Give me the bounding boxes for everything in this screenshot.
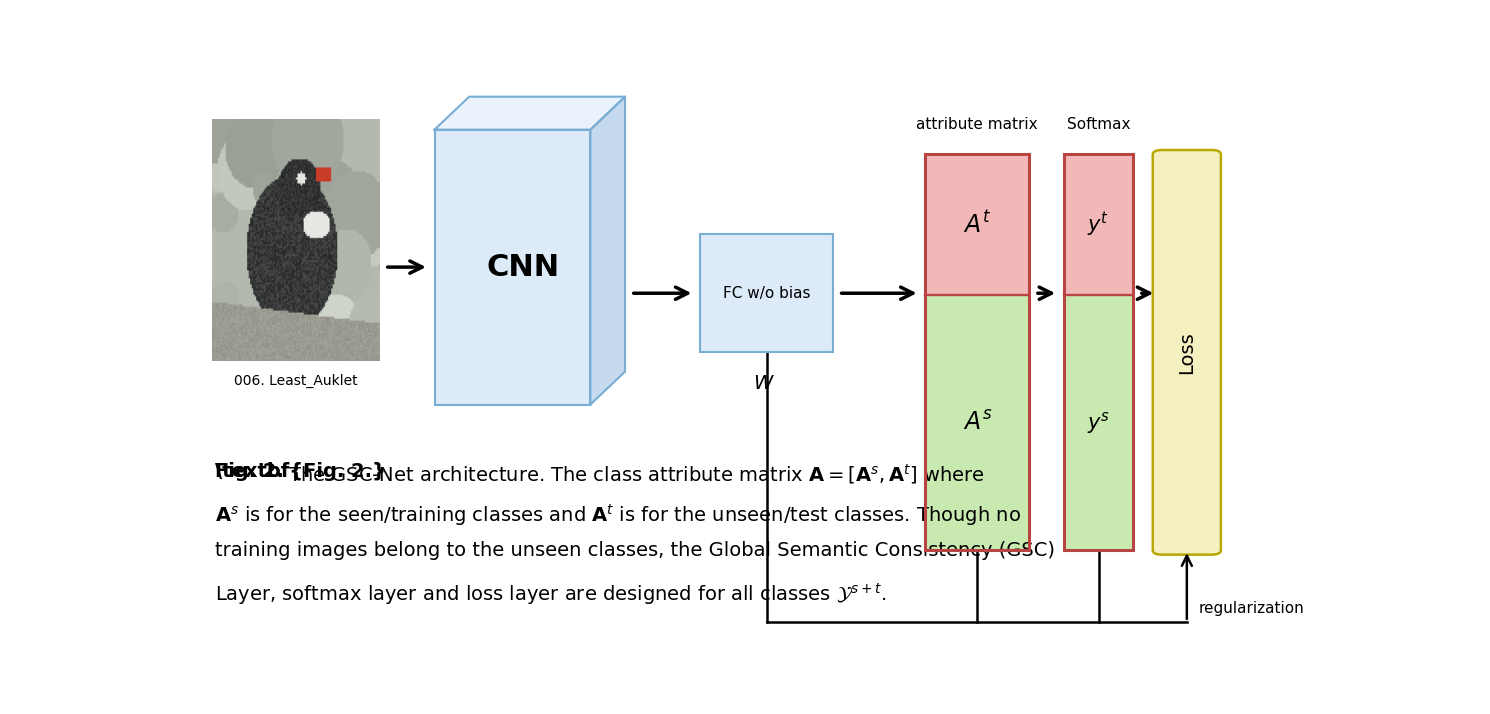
Text: Softmax: Softmax xyxy=(1067,117,1131,132)
FancyBboxPatch shape xyxy=(700,234,833,352)
Text: $A^s$: $A^s$ xyxy=(963,411,992,435)
Text: regularization: regularization xyxy=(1198,601,1304,616)
Text: attribute matrix: attribute matrix xyxy=(916,117,1039,132)
FancyBboxPatch shape xyxy=(1153,150,1220,555)
Text: \textbf{Fig. 2.}: \textbf{Fig. 2.} xyxy=(215,462,386,481)
Text: training images belong to the unseen classes, the Global Semantic Consistency (G: training images belong to the unseen cla… xyxy=(215,541,1055,560)
Text: FC w/o bias: FC w/o bias xyxy=(723,286,811,301)
Text: Layer, softmax layer and loss layer are designed for all classes $\mathcal{Y}^{s: Layer, softmax layer and loss layer are … xyxy=(215,581,887,607)
Polygon shape xyxy=(590,96,626,405)
Text: $\mathbf{A}^s$ is for the seen/training classes and $\mathbf{A}^t$ is for the un: $\mathbf{A}^s$ is for the seen/training … xyxy=(215,502,1021,528)
Text: The GSC-Net architecture. The class attribute matrix $\mathbf{A} = [\mathbf{A}^s: The GSC-Net architecture. The class attr… xyxy=(282,462,985,486)
Bar xyxy=(435,130,590,405)
Polygon shape xyxy=(435,96,626,130)
Text: Fig. 2.: Fig. 2. xyxy=(215,462,285,481)
Text: $y^s$: $y^s$ xyxy=(1086,410,1110,436)
Bar xyxy=(1064,295,1134,550)
Text: $y^t$: $y^t$ xyxy=(1088,210,1110,239)
Bar xyxy=(925,154,1030,550)
Text: W: W xyxy=(752,374,772,393)
Text: 006. Least_Auklet: 006. Least_Auklet xyxy=(234,374,358,388)
Text: CNN: CNN xyxy=(486,253,559,281)
Bar xyxy=(925,295,1030,550)
Bar xyxy=(1064,154,1134,550)
Bar xyxy=(925,154,1030,295)
Text: $A^t$: $A^t$ xyxy=(963,211,991,238)
Text: Loss: Loss xyxy=(1177,331,1196,373)
Bar xyxy=(1064,154,1134,295)
